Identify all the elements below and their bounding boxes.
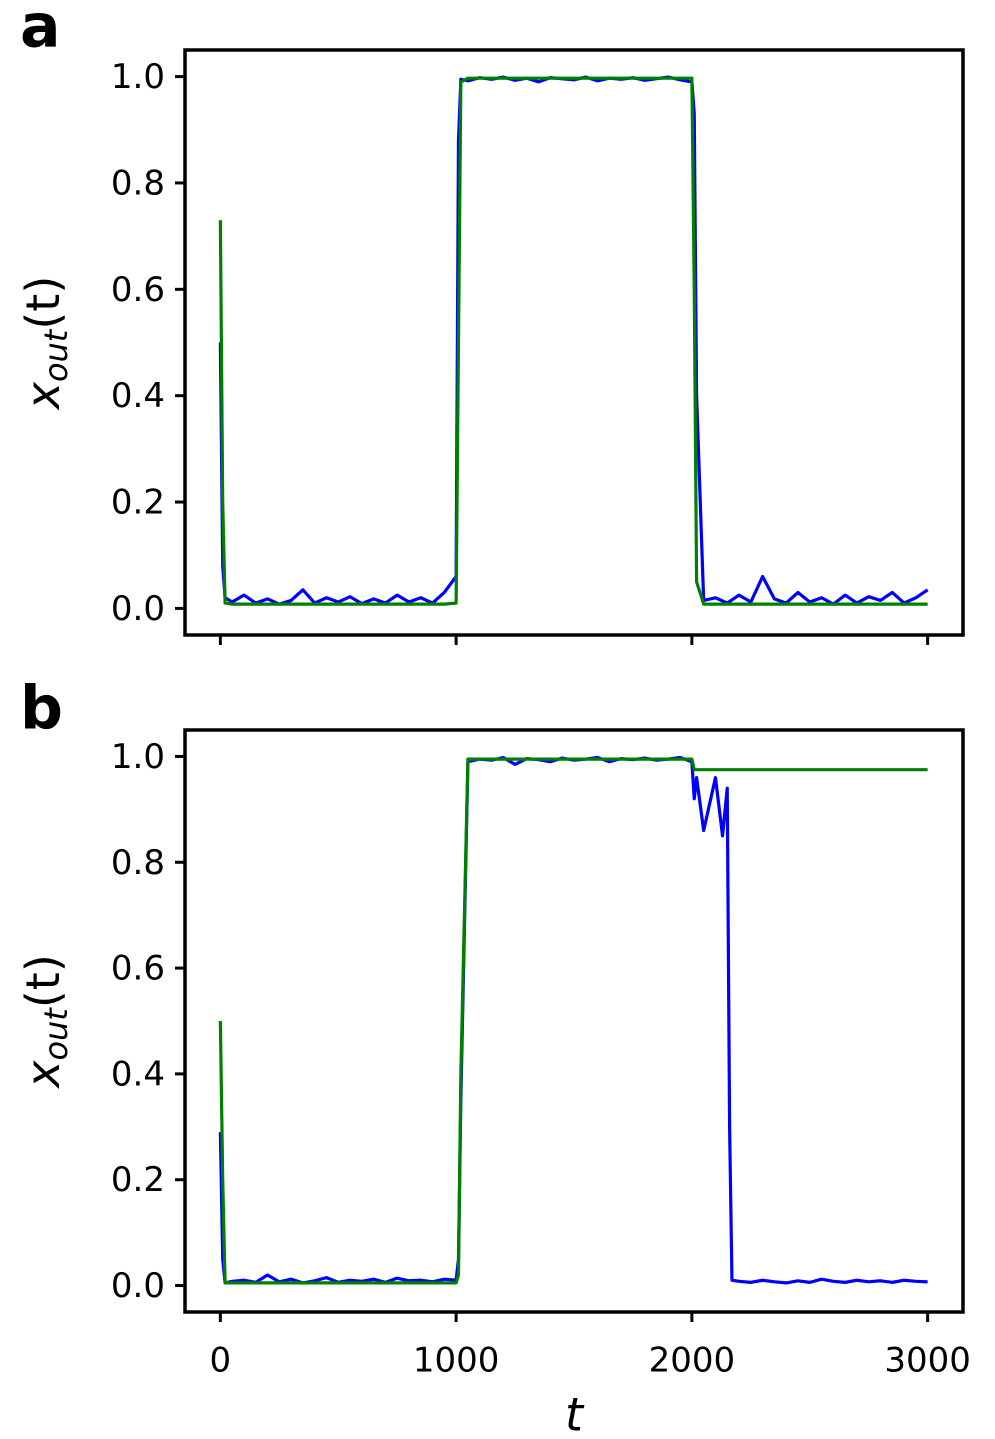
y-label-base: x (16, 1060, 70, 1090)
y-tick-label: 0.4 (111, 1054, 165, 1094)
y-tick-label: 0.0 (111, 589, 165, 629)
y-label-sub: out (37, 1007, 75, 1061)
y-label-base: x (16, 381, 70, 411)
x-tick-label: 1000 (413, 1341, 500, 1381)
y-tick-label: 1.0 (111, 737, 165, 777)
data-line (218, 757, 928, 1285)
data-line (218, 75, 929, 606)
data-line (218, 76, 928, 606)
x-tick-label: 3000 (884, 1341, 971, 1381)
x-axis-label: t (565, 1388, 585, 1439)
y-label-rest: (t) (16, 276, 70, 330)
axes-frame (183, 48, 965, 637)
y-axis-label: xout(t) (16, 954, 76, 1090)
data-line (218, 755, 928, 1285)
x-tick-label: 2000 (649, 1341, 736, 1381)
y-axis-label: xout(t) (16, 276, 76, 412)
y-tick-label: 0.6 (111, 949, 165, 989)
panel-label: a (20, 0, 61, 62)
y-label-rest: (t) (16, 954, 70, 1008)
x-tick-label: 0 (210, 1341, 232, 1381)
y-tick-label: 0.2 (111, 483, 165, 523)
y-tick-label: 0.0 (111, 1266, 165, 1306)
y-tick-label: 1.0 (111, 57, 165, 97)
y-tick-label: 0.8 (111, 163, 165, 203)
panel-label: b (20, 674, 63, 744)
y-label-sub: out (37, 328, 75, 382)
y-tick-label: 0.2 (111, 1160, 165, 1200)
y-tick-label: 0.4 (111, 376, 165, 416)
y-tick-label: 0.8 (111, 843, 165, 883)
axes-frame (183, 728, 965, 1314)
y-tick-label: 0.6 (111, 270, 165, 310)
